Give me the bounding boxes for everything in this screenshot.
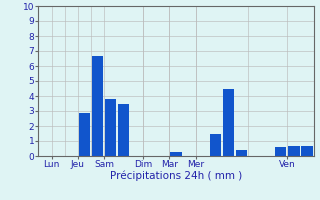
Bar (275, 147, 286, 156)
Bar (223, 88, 234, 156)
X-axis label: Précipitations 24h ( mm ): Précipitations 24h ( mm ) (110, 171, 242, 181)
Bar (236, 150, 247, 156)
Bar (210, 134, 221, 156)
Bar (171, 152, 181, 156)
Bar (288, 146, 300, 156)
Bar (118, 104, 129, 156)
Bar (105, 99, 116, 156)
Bar (92, 55, 103, 156)
Bar (301, 146, 313, 156)
Bar (79, 112, 90, 156)
